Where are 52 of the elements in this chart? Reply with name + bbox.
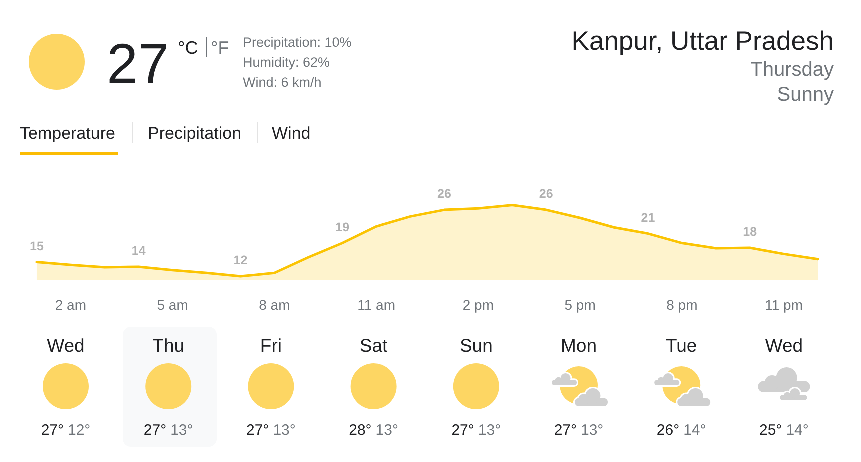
x-tick-label: 2 am <box>55 297 86 313</box>
data-label: 14 <box>132 244 146 258</box>
text: Thu <box>152 335 185 356</box>
text: 27 <box>107 32 170 95</box>
text: 13° <box>170 422 194 439</box>
text: 13° <box>376 422 398 439</box>
text: 13° <box>478 422 502 439</box>
text: Wind <box>272 124 311 143</box>
text: Sun <box>460 335 493 356</box>
chart-title: Kanpur, Uttar Pradesh <box>572 26 834 56</box>
data-label: 21 <box>641 210 656 225</box>
text: 28° <box>349 422 372 439</box>
text: 13° <box>581 422 604 439</box>
text: Wind: 6 km/h <box>243 75 322 90</box>
text: Wed <box>765 335 804 356</box>
text: °F <box>211 38 230 58</box>
x-tick-label: 5 pm <box>564 297 596 313</box>
data-label: 12 <box>234 254 248 268</box>
text: 27° <box>144 422 167 439</box>
text: 13° <box>273 422 296 439</box>
data-label: 18 <box>743 225 758 240</box>
x-tick-label: 8 am <box>259 297 290 313</box>
x-tick-label: 5 am <box>157 297 188 313</box>
text: 14° <box>786 422 809 439</box>
text: Precipitation <box>148 124 242 143</box>
text: Tue <box>666 335 698 356</box>
x-tick-label: 11 am <box>358 297 396 313</box>
text: 26° <box>656 422 680 439</box>
text: 27° <box>246 422 270 439</box>
text: Temperature <box>20 124 116 143</box>
text: 25° <box>760 422 782 439</box>
chart-subtitle: Thursday <box>750 59 834 81</box>
text: Mon <box>561 335 597 356</box>
text: Sat <box>360 335 388 356</box>
text: 14° <box>684 422 706 439</box>
data-label: 26 <box>539 187 554 202</box>
text: 27° <box>452 422 474 439</box>
text: 12° <box>68 422 91 439</box>
text: Precipitation: 10% <box>243 35 352 50</box>
x-tick-label: 8 pm <box>666 297 698 313</box>
text: °C <box>178 38 198 58</box>
text: Sunny <box>777 84 834 106</box>
text: Fri <box>260 335 282 356</box>
data-label: 26 <box>438 187 452 202</box>
text: 27° <box>554 422 577 439</box>
text: Humidity: 62% <box>243 55 330 70</box>
x-tick-label: 2 pm <box>462 297 494 313</box>
data-label: 19 <box>336 220 350 234</box>
x-tick-label: 11 pm <box>765 297 803 313</box>
text: Wed <box>47 335 85 356</box>
text: 27° <box>41 422 64 439</box>
data-label: 15 <box>30 239 44 254</box>
